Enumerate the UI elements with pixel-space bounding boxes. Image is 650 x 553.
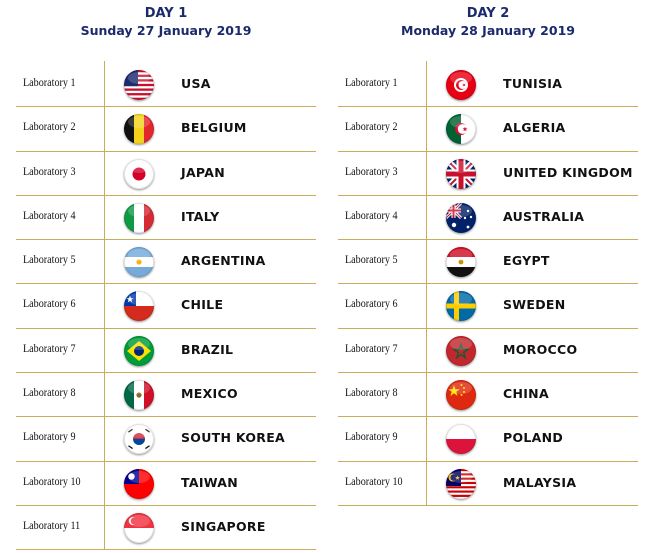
country-name: TUNISIA <box>503 76 563 91</box>
country-name: MOROCCO <box>503 341 578 357</box>
laboratory-label: Laboratory 10 <box>345 475 403 488</box>
table-row: Laboratory 4 AUSTRALIA <box>338 196 638 241</box>
country-name: CHINA <box>503 386 549 402</box>
china-flag-icon <box>446 380 476 411</box>
country-name: ARGENTINA <box>181 253 266 269</box>
day1-table: Laboratory 1 USA Laboratory 2 BELGIUM Labora… <box>16 61 316 551</box>
country-name: EGYPT <box>503 253 550 269</box>
italy-flag-icon <box>124 202 154 233</box>
table-row: Laboratory 9 SOUTH KOREA <box>16 417 316 462</box>
laboratory-label: Laboratory 4 <box>345 209 398 222</box>
country-name: UNITED KINGDOM <box>503 164 633 180</box>
table-row: Laboratory 9 POLAND <box>338 417 638 462</box>
laboratory-label: Laboratory 9 <box>345 431 398 444</box>
south-korea-flag-icon <box>124 424 154 455</box>
belgium-flag-icon <box>124 114 154 145</box>
united-kingdom-flag-icon <box>446 158 476 189</box>
mexico-flag-icon <box>124 380 154 411</box>
country-name: BRAZIL <box>181 341 234 357</box>
table-row: Laboratory 6 SWEDEN <box>338 284 638 329</box>
laboratory-label: Laboratory 7 <box>23 342 76 355</box>
laboratory-label: Laboratory 2 <box>345 121 398 134</box>
country-name: USA <box>181 76 211 91</box>
morocco-flag-icon <box>446 335 476 366</box>
table-row: Laboratory 10 TAIWAN <box>16 462 316 506</box>
malaysia-flag-icon <box>446 468 476 499</box>
argentina-flag-icon <box>124 247 154 278</box>
poland-flag-icon <box>446 424 476 455</box>
table-row: Laboratory 1 TUNISIA <box>338 63 638 108</box>
laboratory-label: Laboratory 6 <box>23 298 76 311</box>
country-name: POLAND <box>503 430 564 446</box>
table-row: Laboratory 2 ALGERIA <box>338 107 638 152</box>
japan-flag-icon <box>124 158 154 189</box>
country-name: MALAYSIA <box>503 474 577 490</box>
tunisia-flag-icon <box>446 70 476 100</box>
country-name: ALGERIA <box>503 120 566 136</box>
table-row: Laboratory 1 USA <box>16 63 316 108</box>
day1-date: Sunday 27 January 2019 <box>80 23 252 38</box>
usa-flag-icon <box>124 70 154 100</box>
country-name: JAPAN <box>181 164 225 180</box>
country-name: SWEDEN <box>503 297 566 313</box>
sweden-flag-icon <box>446 291 476 322</box>
day1-schedule: DAY 1 Sunday 27 January 2019 Laboratory … <box>16 0 316 551</box>
laboratory-label: Laboratory 1 <box>23 77 76 89</box>
brazil-flag-icon <box>124 335 154 366</box>
laboratory-label: Laboratory 5 <box>345 254 398 267</box>
table-row: Laboratory 8 CHINA <box>338 373 638 418</box>
day2-table: Laboratory 1 TUNISIA Laboratory 2 ALGERIA La… <box>338 61 638 506</box>
country-name: CHILE <box>181 297 224 313</box>
laboratory-label: Laboratory 10 <box>23 475 81 488</box>
laboratory-label: Laboratory 11 <box>23 519 81 532</box>
country-name: ITALY <box>181 208 220 224</box>
table-row: Laboratory 11 SINGAPORE <box>16 506 316 551</box>
laboratory-label: Laboratory 9 <box>23 431 76 444</box>
day2-date: Monday 28 January 2019 <box>401 23 575 38</box>
table-row: Laboratory 5 ARGENTINA <box>16 240 316 285</box>
day2-schedule: DAY 2 Monday 28 January 2019 Laboratory … <box>338 0 638 506</box>
table-row: Laboratory 3 JAPAN <box>16 152 316 196</box>
laboratory-label: Laboratory 5 <box>23 254 76 267</box>
table-row: Laboratory 3 UNITED KINGDOM <box>338 152 638 196</box>
table-row: Laboratory 7 BRAZIL <box>16 329 316 374</box>
country-name: AUSTRALIA <box>503 208 585 224</box>
day1-title: DAY 1 <box>144 6 188 21</box>
day2-title: DAY 2 <box>466 6 510 21</box>
laboratory-label: Laboratory 3 <box>345 165 398 178</box>
laboratory-label: Laboratory 2 <box>23 121 76 134</box>
day1-rows: Laboratory 1 USA Laboratory 2 BELGIUM Labora… <box>16 63 316 551</box>
laboratory-label: Laboratory 8 <box>23 387 76 400</box>
day2-rows: Laboratory 1 TUNISIA Laboratory 2 ALGERIA La… <box>338 63 638 506</box>
country-name: TAIWAN <box>181 474 239 490</box>
table-row: Laboratory 10 MALAYSIA <box>338 462 638 506</box>
laboratory-label: Laboratory 7 <box>345 342 398 355</box>
day2-header: DAY 2 Monday 28 January 2019 <box>338 5 638 39</box>
laboratory-label: Laboratory 6 <box>345 298 398 311</box>
taiwan-flag-icon <box>124 468 154 499</box>
country-name: SINGAPORE <box>181 518 266 534</box>
day1-header: DAY 1 Sunday 27 January 2019 <box>16 5 316 39</box>
chile-flag-icon <box>124 291 154 322</box>
laboratory-label: Laboratory 3 <box>23 165 76 178</box>
table-row: Laboratory 6 CHILE <box>16 284 316 329</box>
egypt-flag-icon <box>446 247 476 278</box>
country-name: BELGIUM <box>181 120 247 136</box>
table-row: Laboratory 4 ITALY <box>16 196 316 241</box>
laboratory-label: Laboratory 4 <box>23 209 76 222</box>
table-row: Laboratory 2 BELGIUM <box>16 107 316 152</box>
table-row: Laboratory 8 MEXICO <box>16 373 316 418</box>
table-row: Laboratory 5 EGYPT <box>338 240 638 285</box>
algeria-flag-icon <box>446 114 476 145</box>
country-name: SOUTH KOREA <box>181 430 286 446</box>
table-row: Laboratory 7 MOROCCO <box>338 329 638 374</box>
laboratory-label: Laboratory 8 <box>345 387 398 400</box>
laboratory-label: Laboratory 1 <box>345 77 398 89</box>
country-name: MEXICO <box>181 386 238 402</box>
singapore-flag-icon <box>124 512 154 543</box>
australia-flag-icon <box>446 202 476 233</box>
column-divider <box>104 61 105 551</box>
